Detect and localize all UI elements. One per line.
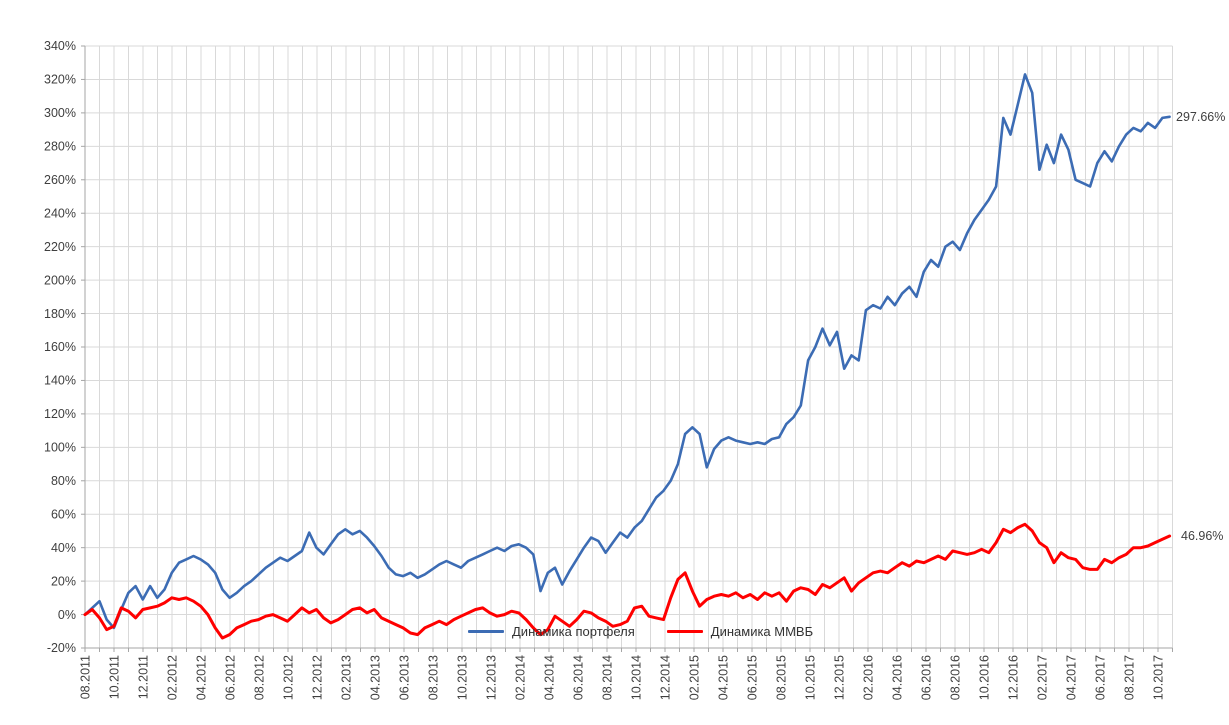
y-tick-label: 220% bbox=[44, 240, 76, 254]
x-tick-label: 02.2013 bbox=[340, 655, 354, 700]
x-tick-label: 10.2013 bbox=[456, 655, 470, 700]
x-tick-label: 04.2012 bbox=[195, 655, 209, 700]
y-tick-label: 300% bbox=[44, 106, 76, 120]
x-tick-label: 04.2015 bbox=[717, 655, 731, 700]
axes bbox=[81, 45, 1173, 652]
x-tick-labels: 08.2011 10.2011 12.2011 02.2012 04.2012 06.20… bbox=[79, 655, 1166, 700]
series-end-label-micex: 46.96% bbox=[1181, 529, 1224, 543]
x-tick-label: 12.2015 bbox=[833, 655, 847, 700]
x-tick-label: 06.2012 bbox=[224, 655, 238, 700]
y-tick-label: 20% bbox=[51, 574, 76, 588]
x-tick-label: 06.2013 bbox=[398, 655, 412, 700]
y-tick-label: 180% bbox=[44, 307, 76, 321]
y-tick-label: 60% bbox=[51, 507, 76, 521]
x-tick-label: 08.2012 bbox=[253, 655, 267, 700]
x-tick-label: 06.2014 bbox=[572, 655, 586, 700]
y-tick-label: 340% bbox=[44, 39, 76, 53]
x-tick-label: 02.2014 bbox=[514, 655, 528, 700]
x-tick-label: 04.2017 bbox=[1065, 655, 1079, 700]
series-end-label-portfolio: 297.66% bbox=[1176, 110, 1226, 124]
x-tick-label: 04.2014 bbox=[543, 655, 557, 700]
x-tick-label: 08.2011 bbox=[79, 655, 93, 699]
x-tick-label: 12.2012 bbox=[311, 655, 325, 700]
y-tick-label: 120% bbox=[44, 407, 76, 421]
x-tick-label: 06.2016 bbox=[920, 655, 934, 700]
x-tick-label: 10.2015 bbox=[804, 655, 818, 700]
legend-label-portfolio: Динамика портфеля bbox=[512, 624, 635, 639]
y-tick-label: 160% bbox=[44, 340, 76, 354]
y-tick-label: 140% bbox=[44, 374, 76, 388]
x-tick-label: 08.2014 bbox=[601, 655, 615, 700]
x-tick-label: 04.2013 bbox=[369, 655, 383, 700]
x-tick-label: 08.2015 bbox=[775, 655, 789, 700]
x-tick-label: 02.2016 bbox=[862, 655, 876, 700]
x-tick-label: 10.2011 bbox=[108, 655, 122, 699]
x-tick-label: 12.2011 bbox=[137, 655, 151, 699]
x-tick-label: 12.2014 bbox=[659, 655, 673, 700]
x-tick-label: 08.2013 bbox=[427, 655, 441, 700]
x-tick-label: 06.2015 bbox=[746, 655, 760, 700]
x-tick-label: 04.2016 bbox=[891, 655, 905, 700]
x-tick-label: 10.2016 bbox=[978, 655, 992, 700]
x-tick-label: 12.2013 bbox=[485, 655, 499, 700]
x-tick-label: 10.2017 bbox=[1152, 655, 1166, 700]
legend-item-micex: Динамика ММВБ bbox=[666, 624, 814, 639]
series-line-portfolio bbox=[83, 73, 1171, 630]
y-tick-label: 280% bbox=[44, 140, 76, 154]
legend-label-micex: Динамика ММВБ bbox=[710, 624, 814, 639]
legend: Динамика портфеля Динамика ММВБ bbox=[468, 624, 813, 639]
y-tick-label: 260% bbox=[44, 173, 76, 187]
y-tick-label: 80% bbox=[51, 474, 76, 488]
gridlines bbox=[85, 45, 1173, 648]
legend-line-sample-micex bbox=[666, 630, 703, 633]
y-tick-label: 40% bbox=[51, 541, 76, 555]
x-tick-label: 02.2012 bbox=[166, 655, 180, 700]
y-tick-label: -20% bbox=[47, 641, 76, 655]
y-tick-labels: 340% 320% 300% 280% 260% 240% 220% 200% 180% 160%… bbox=[44, 39, 76, 655]
x-tick-label: 06.2017 bbox=[1094, 655, 1108, 700]
x-tick-label: 10.2014 bbox=[630, 655, 644, 700]
x-tick-label: 10.2012 bbox=[282, 655, 296, 700]
x-tick-label: 08.2017 bbox=[1123, 655, 1137, 700]
x-tick-label: 08.2016 bbox=[949, 655, 963, 700]
x-tick-label: 02.2015 bbox=[688, 655, 702, 700]
y-tick-label: 0% bbox=[58, 608, 76, 622]
x-tick-label: 12.2016 bbox=[1007, 655, 1021, 700]
y-tick-label: 240% bbox=[44, 206, 76, 220]
series-line-micex bbox=[83, 522, 1172, 640]
y-tick-label: 200% bbox=[44, 273, 76, 287]
legend-line-sample-portfolio bbox=[468, 630, 504, 633]
y-tick-label: 100% bbox=[44, 441, 76, 455]
legend-item-portfolio: Динамика портфеля bbox=[468, 624, 635, 639]
x-tick-label: 02.2017 bbox=[1036, 655, 1050, 700]
y-tick-label: 320% bbox=[44, 73, 76, 87]
